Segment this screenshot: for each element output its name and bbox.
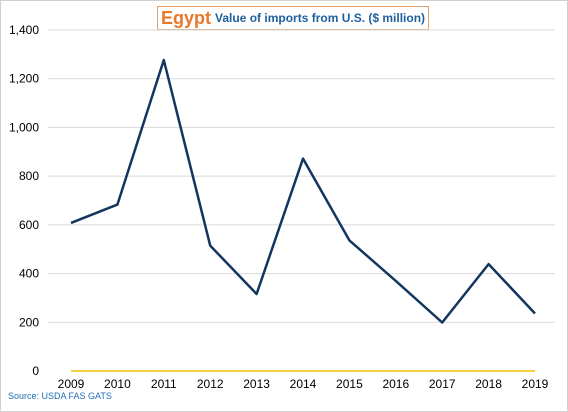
y-tick-label: 1,000 <box>9 120 39 134</box>
series-lines <box>70 58 536 372</box>
y-tick-label: 400 <box>19 267 39 281</box>
y-tick-label: 1,200 <box>9 72 39 86</box>
x-tick-label: 2009 <box>58 377 85 391</box>
x-tick-label: 2013 <box>243 377 270 391</box>
series-line-imports <box>70 58 536 324</box>
x-tick-label: 2019 <box>522 377 549 391</box>
title-country: Egypt <box>161 7 212 28</box>
y-tick-label: 0 <box>32 364 39 378</box>
x-tick-label: 2010 <box>104 377 131 391</box>
x-axis-ticks: 2009 2010 2011 2012 2013 2014 2015 2016 2017 2018… <box>58 377 549 391</box>
x-tick-label: 2017 <box>429 377 456 391</box>
x-tick-label: 2016 <box>382 377 409 391</box>
y-axis-ticks: 0 200 400 600 800 1,000 1,200 1,400 <box>9 23 39 378</box>
x-tick-label: 2014 <box>290 377 317 391</box>
x-tick-label: 2012 <box>197 377 224 391</box>
y-tick-label: 800 <box>19 169 39 183</box>
source-note: Source: USDA FAS GATS <box>8 391 112 401</box>
y-tick-label: 1,400 <box>9 23 39 37</box>
x-tick-label: 2011 <box>151 377 177 391</box>
title-subtitle: Value of imports from U.S. ($ million) <box>215 11 426 25</box>
chart-title: Egypt Value of imports from U.S. ($ mill… <box>157 6 430 30</box>
gridlines <box>48 29 555 323</box>
y-tick-label: 200 <box>19 315 39 329</box>
y-tick-label: 600 <box>19 218 39 232</box>
x-tick-label: 2015 <box>336 377 363 391</box>
x-tick-label: 2018 <box>475 377 502 391</box>
